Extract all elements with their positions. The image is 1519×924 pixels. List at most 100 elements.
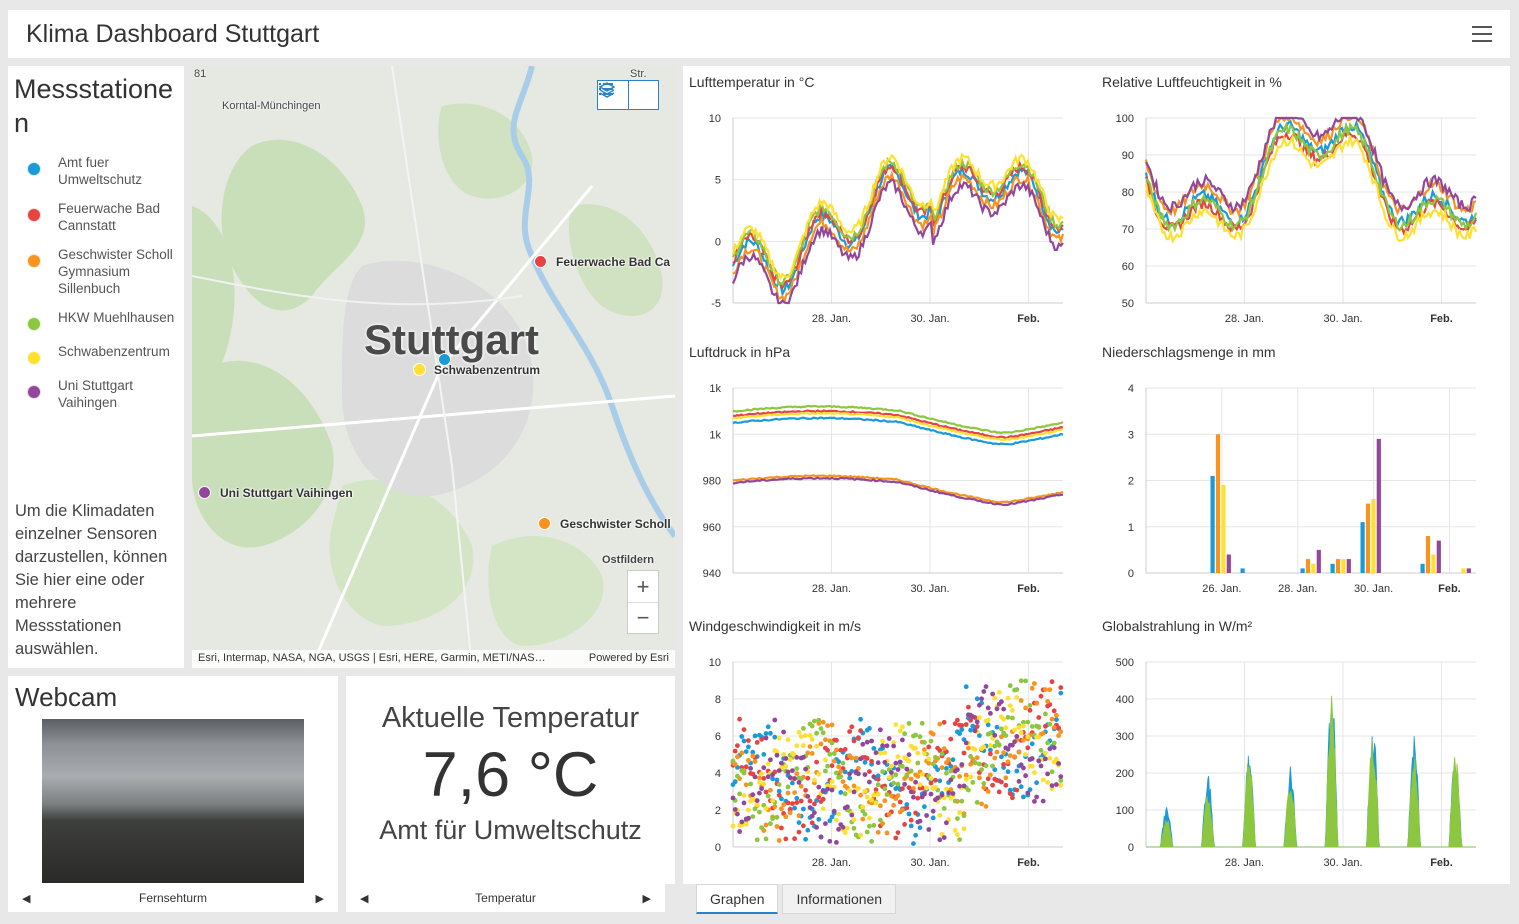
bar[interactable]: [1425, 536, 1431, 573]
scatter-point[interactable]: [741, 800, 747, 806]
scatter-point[interactable]: [1007, 787, 1013, 793]
scatter-point[interactable]: [805, 827, 811, 833]
scatter-point[interactable]: [860, 804, 866, 810]
bar[interactable]: [1371, 499, 1376, 573]
scatter-point[interactable]: [974, 696, 980, 702]
scatter-point[interactable]: [1005, 714, 1011, 720]
scatter-point[interactable]: [957, 837, 962, 842]
scatter-point[interactable]: [1043, 711, 1048, 717]
scatter-point[interactable]: [1054, 756, 1059, 762]
scatter-point[interactable]: [787, 806, 793, 812]
map-station-marker[interactable]: [198, 486, 211, 499]
scatter-point[interactable]: [1029, 685, 1035, 691]
scatter-point[interactable]: [827, 838, 833, 844]
scatter-point[interactable]: [895, 781, 901, 787]
scatter-point[interactable]: [880, 738, 885, 744]
scatter-point[interactable]: [981, 781, 987, 786]
scatter-point[interactable]: [977, 775, 982, 781]
scatter-point[interactable]: [851, 825, 857, 831]
scatter-point[interactable]: [996, 789, 1002, 795]
scatter-point[interactable]: [968, 727, 973, 733]
scatter-point[interactable]: [992, 732, 998, 738]
scatter-point[interactable]: [955, 816, 960, 821]
scatter-point[interactable]: [796, 729, 802, 735]
scatter-point[interactable]: [741, 727, 747, 732]
scatter-point[interactable]: [1040, 777, 1046, 783]
scatter-point[interactable]: [928, 780, 934, 786]
scatter-point[interactable]: [842, 791, 848, 797]
scatter-point[interactable]: [1001, 762, 1006, 767]
scatter-point[interactable]: [946, 757, 951, 762]
scatter-point[interactable]: [970, 780, 976, 785]
scatter-point[interactable]: [970, 714, 976, 720]
scatter-point[interactable]: [873, 750, 879, 756]
scatter-point[interactable]: [1012, 727, 1017, 733]
scatter-point[interactable]: [1045, 771, 1050, 777]
scatter-point[interactable]: [1056, 733, 1061, 738]
scatter-point[interactable]: [955, 832, 960, 838]
scatter-point[interactable]: [834, 770, 839, 776]
scatter-point[interactable]: [1003, 725, 1009, 731]
series-line[interactable]: [1145, 116, 1477, 214]
scatter-point[interactable]: [1027, 703, 1033, 708]
scatter-point[interactable]: [968, 717, 973, 723]
scatter-point[interactable]: [878, 817, 883, 823]
scatter-point[interactable]: [886, 775, 892, 780]
scatter-point[interactable]: [772, 804, 778, 810]
scatter-point[interactable]: [763, 731, 769, 736]
scatter-point[interactable]: [1021, 765, 1026, 771]
scatter-point[interactable]: [1047, 746, 1053, 752]
scatter-point[interactable]: [741, 738, 747, 744]
bar[interactable]: [1466, 568, 1471, 573]
scatter-point[interactable]: [930, 731, 936, 737]
scatter-point[interactable]: [988, 751, 993, 757]
scatter-point[interactable]: [968, 774, 973, 780]
scatter-point[interactable]: [785, 769, 791, 775]
scatter-point[interactable]: [816, 784, 822, 790]
scatter-point[interactable]: [904, 805, 910, 811]
scatter-point[interactable]: [809, 751, 815, 756]
scatter-point[interactable]: [825, 723, 830, 728]
scatter-point[interactable]: [911, 794, 916, 800]
scatter-point[interactable]: [818, 726, 824, 731]
scatter-point[interactable]: [730, 758, 736, 764]
scatter-point[interactable]: [768, 821, 773, 827]
scatter-point[interactable]: [814, 743, 819, 749]
scatter-point[interactable]: [959, 762, 965, 767]
scatter-point[interactable]: [825, 747, 830, 753]
scatter-point[interactable]: [1029, 741, 1035, 747]
scatter-point[interactable]: [1007, 683, 1013, 689]
chart-pressure-svg[interactable]: 1k 1k 980 960 940 28. Jan. 30. Jan. Feb.: [683, 366, 1083, 606]
scatter-point[interactable]: [858, 832, 863, 838]
scatter-point[interactable]: [974, 800, 980, 805]
scatter-point[interactable]: [842, 747, 848, 752]
scatter-point[interactable]: [1058, 729, 1064, 735]
map-station-marker[interactable]: [538, 517, 551, 530]
scatter-point[interactable]: [895, 830, 901, 835]
scatter-point[interactable]: [862, 811, 868, 817]
scatter-point[interactable]: [820, 796, 826, 802]
scatter-point[interactable]: [959, 723, 965, 728]
scatter-point[interactable]: [809, 723, 815, 729]
scatter-point[interactable]: [867, 726, 872, 731]
scatter-point[interactable]: [1043, 687, 1048, 692]
scatter-point[interactable]: [911, 841, 916, 846]
scatter-point[interactable]: [933, 754, 938, 760]
scatter-point[interactable]: [1021, 723, 1026, 729]
scatter-point[interactable]: [959, 798, 965, 804]
scatter-point[interactable]: [908, 817, 914, 823]
scatter-point[interactable]: [803, 733, 808, 738]
scatter-point[interactable]: [820, 719, 826, 725]
scatter-point[interactable]: [801, 806, 806, 812]
scatter-point[interactable]: [875, 791, 881, 797]
hamburger-icon[interactable]: [1472, 26, 1492, 42]
scatter-point[interactable]: [862, 788, 868, 794]
scatter-point[interactable]: [752, 759, 758, 764]
scatter-point[interactable]: [1023, 773, 1028, 779]
scatter-point[interactable]: [948, 736, 954, 742]
scatter-point[interactable]: [829, 787, 835, 793]
scatter-point[interactable]: [803, 836, 808, 842]
scatter-point[interactable]: [807, 744, 813, 749]
scatter-point[interactable]: [787, 775, 793, 781]
scatter-point[interactable]: [873, 787, 879, 793]
